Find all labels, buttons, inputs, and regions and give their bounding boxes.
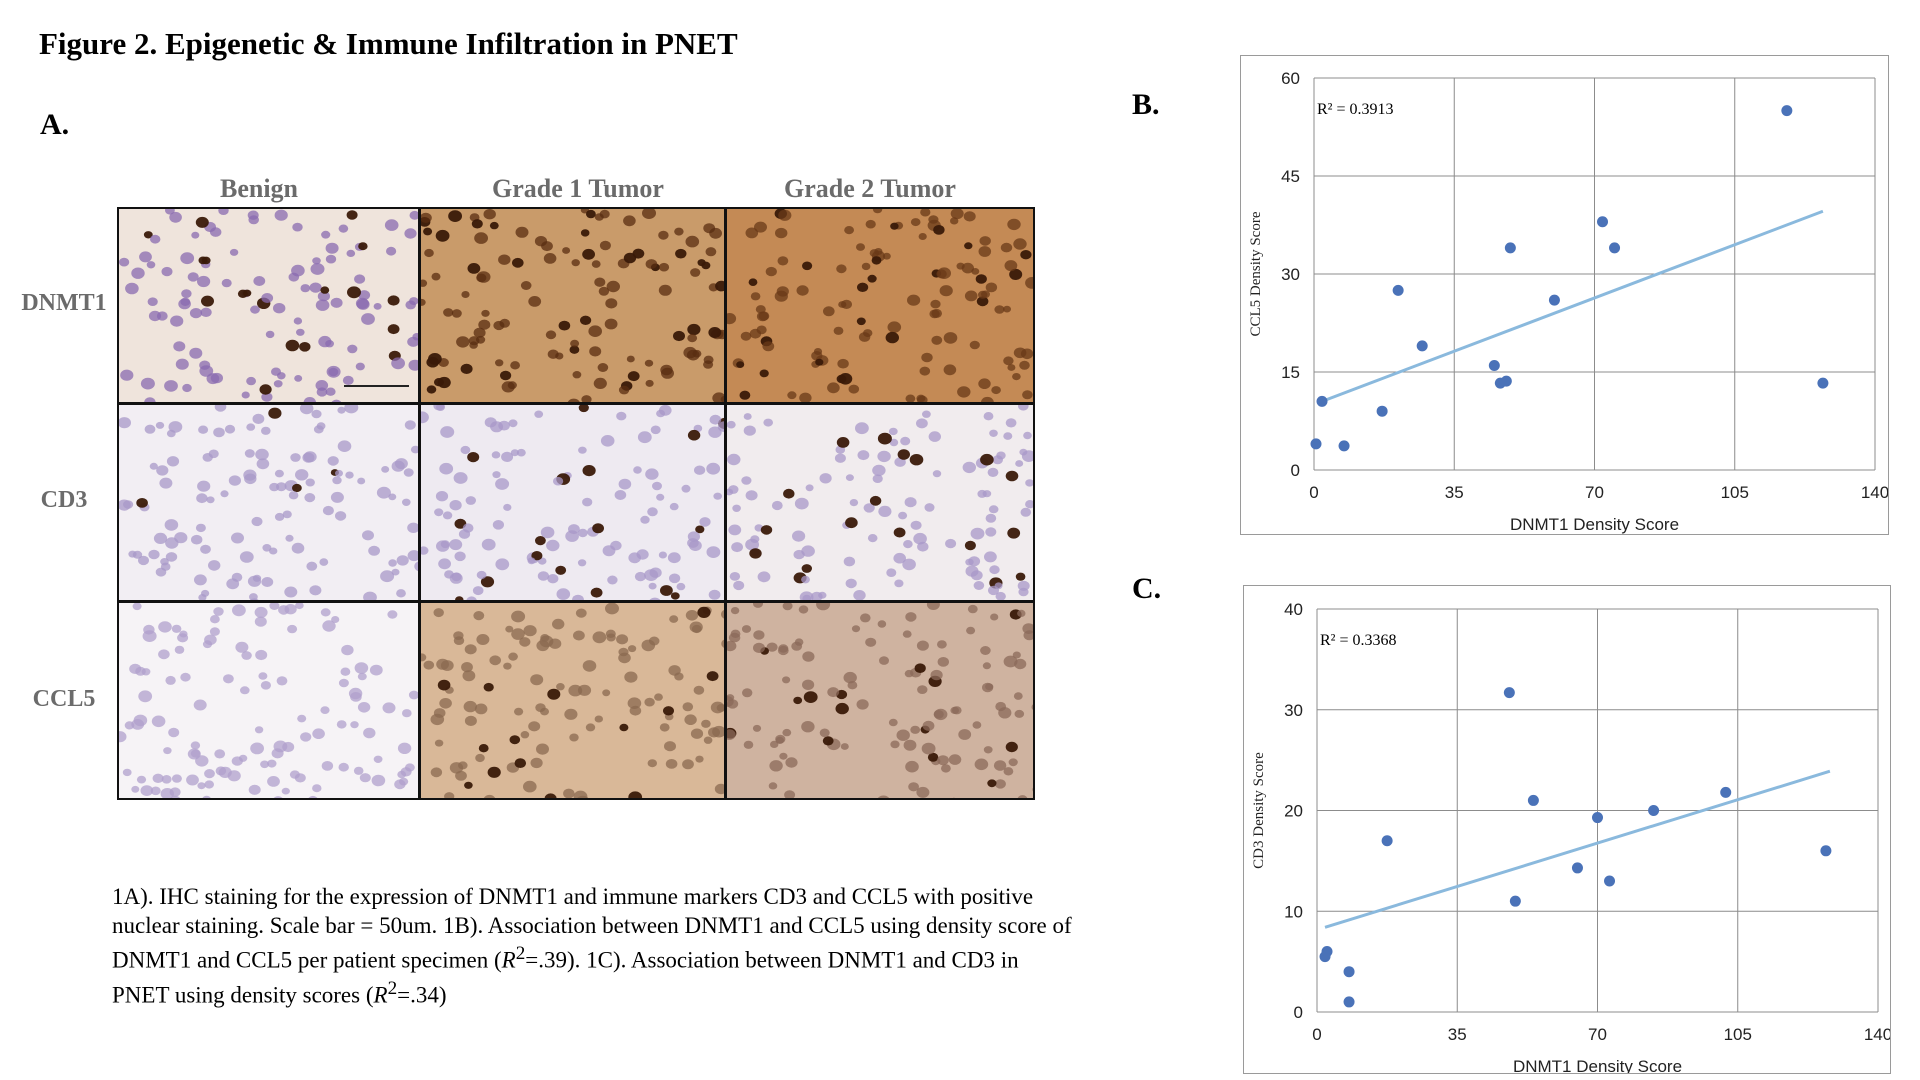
row-label-dnmt1: DNMT1 <box>21 290 107 316</box>
data-point <box>1503 687 1515 699</box>
panel-b-label: B. <box>1132 88 1160 121</box>
chart-b-ccl5-vs-dnmt1: 0 15 30 45 60 0 35 70 105 140 R² = 0.3913 DNMT1 Den… <box>1248 69 1888 534</box>
caption-part-2: =.39). 1C). Association between DNMT1 an… <box>112 947 1019 1008</box>
data-point <box>1343 966 1355 978</box>
x-tick-label: 105 <box>1721 483 1749 502</box>
data-point <box>1392 284 1404 296</box>
y-tick-label: 15 <box>1281 363 1300 382</box>
micrograph-texture <box>727 209 1033 402</box>
data-point <box>1338 440 1350 452</box>
caption-part-1: 1A). IHC staining for the expression of … <box>112 884 1072 973</box>
x-tick-label: 0 <box>1312 1025 1321 1044</box>
data-point <box>1592 812 1603 824</box>
data-point <box>1321 946 1333 958</box>
row-label-cd3: CD3 <box>40 487 88 513</box>
data-point <box>1500 375 1512 387</box>
data-point <box>1548 294 1560 306</box>
caption-r-symbol-2: R <box>373 982 388 1008</box>
x-tick-label: 70 <box>1588 1025 1607 1044</box>
chart-c-cd3-vs-dnmt1: 0 10 20 30 40 0 35 70 105 140 R² = 0.3368 DNMT1 Den… <box>1251 600 1890 1073</box>
y-tick-label: 60 <box>1281 69 1300 88</box>
x-tick-label: 140 <box>1864 1025 1890 1044</box>
r-squared-annotation: R² = 0.3368 <box>1320 632 1397 649</box>
trendline <box>1321 209 1824 403</box>
ihc-tile-ccl5-grade2 <box>725 601 1035 800</box>
row-label-ccl5: CCL5 <box>32 686 96 712</box>
figure-title: Figure 2. Epigenetic & Immune Infiltrati… <box>39 26 738 61</box>
data-point <box>1720 786 1732 798</box>
x-tick-label: 140 <box>1861 483 1888 502</box>
data-point <box>1781 105 1793 117</box>
ihc-tile-cd3-grade1 <box>419 403 726 602</box>
y-tick-label: 0 <box>1291 461 1300 480</box>
data-point <box>1343 996 1355 1008</box>
micrograph-texture <box>727 603 1033 798</box>
x-axis-label: DNMT1 Density Score <box>1513 1057 1682 1073</box>
data-point <box>1416 340 1428 352</box>
data-point <box>1571 862 1583 874</box>
y-axis-label: CD3 Density Score <box>1251 752 1267 869</box>
caption-part-3: =.34) <box>397 982 447 1008</box>
y-tick-label: 40 <box>1284 600 1303 619</box>
data-point <box>1376 405 1388 417</box>
caption-superscript-1: 2 <box>515 943 526 964</box>
column-header-grade1: Grade 1 Tumor <box>492 174 664 203</box>
x-tick-label: 35 <box>1448 1025 1467 1044</box>
figure-caption: 1A). IHC staining for the expression of … <box>112 883 1072 1010</box>
r-squared-annotation: R² = 0.3913 <box>1317 101 1394 118</box>
y-axis-label: CCL5 Density Score <box>1248 211 1264 336</box>
data-point <box>1597 216 1609 228</box>
caption-superscript-2: 2 <box>387 978 398 1000</box>
data-point <box>1648 805 1660 816</box>
ihc-tile-dnmt1-benign <box>117 207 420 404</box>
data-point <box>1820 845 1832 857</box>
data-point <box>1504 242 1516 254</box>
data-point <box>1316 395 1328 407</box>
y-tick-label: 0 <box>1294 1003 1303 1022</box>
caption-r-symbol-1: R <box>501 947 516 973</box>
ihc-tile-dnmt1-grade1 <box>419 207 726 404</box>
y-tick-label: 10 <box>1284 902 1303 921</box>
data-point <box>1310 438 1322 450</box>
micrograph-texture <box>119 405 418 600</box>
ihc-tile-ccl5-benign <box>117 601 420 800</box>
panel-c-label: C. <box>1132 572 1162 605</box>
micrograph-texture <box>421 405 724 600</box>
data-point <box>1381 835 1393 847</box>
trendline <box>1324 769 1831 929</box>
ihc-tile-ccl5-grade1 <box>419 601 726 800</box>
x-axis-label: DNMT1 Density Score <box>1510 515 1679 534</box>
x-tick-label: 0 <box>1309 483 1318 502</box>
panel-a-label: A. <box>40 108 70 141</box>
chart-b-frame: 0 15 30 45 60 0 35 70 105 140 R² = 0.3913 DNMT1 Den… <box>1240 55 1889 535</box>
data-point <box>1609 242 1621 254</box>
chart-c-frame: 0 10 20 30 40 0 35 70 105 140 R² = 0.3368 DNMT1 Den… <box>1243 585 1891 1074</box>
ihc-tile-dnmt1-grade2 <box>725 207 1035 404</box>
x-tick-label: 105 <box>1724 1025 1752 1044</box>
ihc-tile-cd3-benign <box>117 403 420 602</box>
micrograph-texture <box>421 209 724 402</box>
data-point <box>1817 377 1829 389</box>
micrograph-texture <box>727 405 1033 600</box>
micrograph-texture <box>119 209 418 402</box>
micrograph-texture <box>119 603 418 798</box>
column-header-grade2: Grade 2 Tumor <box>784 174 956 203</box>
x-tick-label: 70 <box>1585 483 1604 502</box>
y-tick-label: 30 <box>1281 265 1300 284</box>
column-header-benign: Benign <box>219 174 299 203</box>
data-point <box>1509 895 1521 907</box>
ihc-tile-cd3-grade2 <box>725 403 1035 602</box>
y-tick-label: 20 <box>1284 802 1303 821</box>
y-tick-label: 30 <box>1284 701 1303 720</box>
data-point <box>1527 794 1539 806</box>
micrograph-texture <box>421 603 724 798</box>
y-tick-label: 45 <box>1281 167 1300 186</box>
data-point <box>1488 359 1500 371</box>
x-tick-label: 35 <box>1445 483 1464 502</box>
data-point <box>1604 875 1616 887</box>
